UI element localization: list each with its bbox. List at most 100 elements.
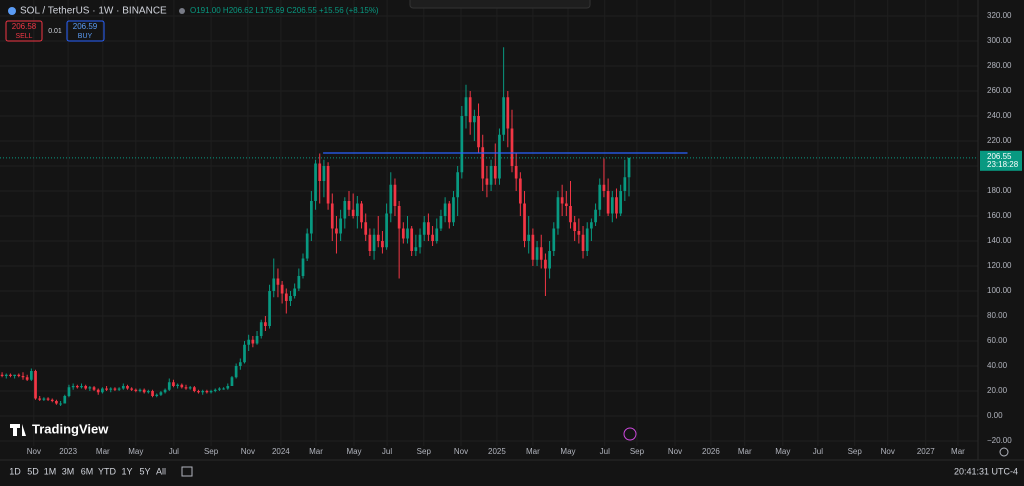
candle-body [0,374,4,376]
candle-body [581,234,585,251]
candle-body [439,216,443,229]
candle-body [297,276,301,289]
y-tick-label: 280.00 [987,61,1012,70]
candle-body [452,197,455,223]
candle-body [464,97,468,116]
candle-body [560,197,564,204]
buy-price: 206.59 [73,22,98,31]
range-button[interactable]: 1Y [121,466,132,476]
x-tick-label: Mar [309,447,323,456]
date-range-icon[interactable] [181,466,193,477]
range-button[interactable]: 1D [9,466,21,476]
candle-body [101,388,104,393]
drawing-toolbar[interactable] [409,0,591,9]
candle-body [151,391,154,396]
candle-body [447,203,451,223]
candle-body [105,388,108,390]
candle-body [414,247,418,251]
candle-body [134,389,138,391]
candle-body [598,184,602,210]
candle-body [489,166,493,185]
candle-body [360,203,363,223]
candle-body [268,291,271,326]
x-tick-label: 2023 [59,447,77,456]
range-button[interactable]: 5D [27,466,39,476]
x-tick-label: May [560,447,575,456]
candle-body [330,203,334,229]
y-tick-label: 80.00 [987,311,1008,320]
candle-body [364,222,368,235]
candle-body [527,234,531,241]
candle-body [226,386,230,389]
range-button[interactable]: All [156,466,166,476]
candle-body [510,128,514,166]
sell-label: SELL [15,33,32,40]
candle-body [201,391,205,393]
candle-body [552,228,556,251]
candle-body [410,228,414,251]
x-tick-label: Nov [241,447,255,456]
candle-body [188,387,192,389]
buy-button[interactable] [66,20,105,42]
candle-body [4,374,8,376]
candle-body [343,201,347,219]
candle-body [17,374,21,376]
candle-body [493,166,497,179]
candle-body [42,398,46,400]
candle-body [138,389,142,391]
ohlc-legend: O191.00 H206.62 L175.69 C206.55 +15.56 (… [190,6,379,15]
candle-body [301,258,305,276]
candle-body [167,382,171,390]
candle-body [192,387,196,391]
y-tick-label: −20.00 [987,436,1012,445]
candle-body [531,234,535,260]
candle-body [88,387,92,389]
range-button[interactable]: YTD [98,466,117,476]
range-button[interactable]: 5Y [139,466,150,476]
candle-body [109,388,113,390]
candle-body [602,184,606,191]
candle-body [205,391,209,393]
range-button[interactable]: 1M [44,466,57,476]
candle-body [280,284,284,294]
candle-body [355,203,359,216]
candle-body [418,234,422,248]
x-tick-label: Mar [738,447,752,456]
x-tick-label: May [775,447,790,456]
range-button[interactable]: 6M [81,466,94,476]
clock: 20:41:31 UTC-4 [954,466,1018,476]
symbol-icon [8,7,16,15]
candle-body [289,296,292,301]
candle-body [172,382,175,386]
candle-body [243,344,246,363]
candle-body [326,166,330,204]
settings-icon[interactable] [999,447,1009,457]
event-icon[interactable] [623,427,637,441]
candle-body [264,322,267,326]
candle-body [13,374,16,376]
candle-body [293,288,297,296]
candle-body [213,389,217,391]
candle-body [406,228,409,239]
sell-button[interactable] [5,20,43,42]
y-tick-label: 0.00 [987,411,1003,420]
candle-body [34,371,37,399]
x-tick-label: Mar [951,447,965,456]
range-button[interactable]: 3M [62,466,75,476]
symbol-title: SOL / TetherUS · 1W · BINANCE [20,6,167,17]
status-dot [179,8,185,14]
candle-body [498,134,501,179]
x-tick-label: Nov [454,447,468,456]
candle-body [218,388,221,390]
y-tick-label: 20.00 [987,386,1008,395]
y-tick-label: 100.00 [987,286,1012,295]
candle-body [468,97,472,123]
brand-name: TradingView [32,421,109,436]
candle-body [46,398,50,400]
candle-body [176,384,179,386]
price-tag-value: 206.55 [987,152,1012,161]
candle-body [460,116,464,173]
y-tick-label: 240.00 [987,111,1012,120]
candle-body [92,387,96,390]
y-tick-label: 120.00 [987,261,1012,270]
